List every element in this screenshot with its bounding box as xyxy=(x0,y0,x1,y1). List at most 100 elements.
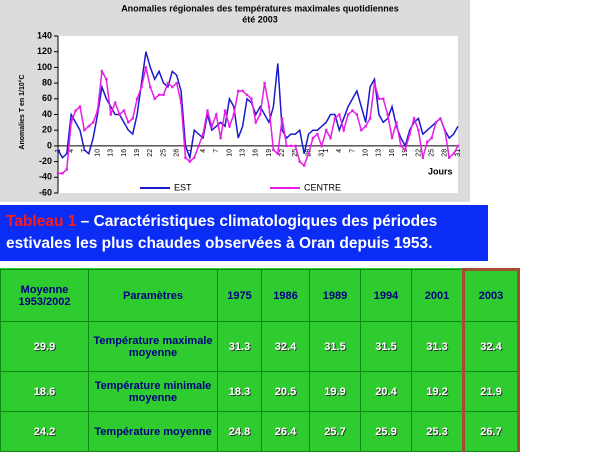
point xyxy=(144,66,148,69)
point xyxy=(399,144,403,148)
x-tick-label: 13 xyxy=(108,149,115,157)
point xyxy=(456,144,460,148)
point xyxy=(360,129,363,132)
chart-subtitle: été 2003 xyxy=(242,14,278,24)
value-cell: 25.9 xyxy=(360,411,412,452)
x-tick-label: 19 xyxy=(134,149,141,157)
y-axis-label: Anomalies T en 1/10°C xyxy=(18,74,26,149)
x-tick-label: 31 xyxy=(455,149,462,157)
caption: Tableau 1 – Caractéristiques climatologi… xyxy=(0,205,488,261)
series-line xyxy=(57,51,459,161)
y-tick-label: -20 xyxy=(39,156,52,166)
value-cell: 24.8 xyxy=(217,411,262,452)
point xyxy=(412,117,416,120)
x-tick-label: 31 xyxy=(319,149,326,157)
x-tick-label: 16 xyxy=(253,149,260,157)
point xyxy=(338,113,341,116)
point xyxy=(421,156,425,159)
point xyxy=(311,136,315,140)
table-row: 24.2 Température moyenne 24.8 26.4 25.7 25.9 2… xyxy=(0,411,520,452)
value-cell: 26.4 xyxy=(261,411,310,452)
y-tick-label: 60 xyxy=(42,93,52,103)
point xyxy=(83,129,86,132)
y-tick-label: -60 xyxy=(39,187,52,197)
point xyxy=(237,89,240,93)
point xyxy=(404,148,407,152)
point xyxy=(426,140,429,144)
x-tick-label: 4 xyxy=(336,149,343,153)
point xyxy=(157,93,161,97)
point xyxy=(452,152,455,155)
x-tick-label: 7 xyxy=(213,149,220,153)
x-tick-label: 13 xyxy=(376,149,383,157)
x-tick-label: 22 xyxy=(279,149,286,157)
table-row: 29.9 Température maximale moyenne 31.3 32.4… xyxy=(0,321,520,372)
point xyxy=(162,93,165,97)
point xyxy=(250,97,253,100)
point xyxy=(91,121,95,124)
value-cell: 18.3 xyxy=(217,371,262,412)
point xyxy=(298,160,301,163)
y-tick-label: 100 xyxy=(37,62,52,72)
point xyxy=(140,85,143,89)
value-cell: 31.3 xyxy=(217,321,262,372)
point xyxy=(232,113,236,116)
x-tick-label: 16 xyxy=(121,149,128,157)
point xyxy=(149,85,152,89)
point xyxy=(215,113,218,116)
point xyxy=(395,121,398,124)
point xyxy=(382,97,385,100)
point xyxy=(223,109,227,112)
point xyxy=(368,117,372,120)
value-cell: 18.6 xyxy=(0,371,89,412)
header-cell: 1975 xyxy=(217,269,262,322)
point xyxy=(329,136,332,140)
x-tick-label: 4 xyxy=(68,149,75,153)
y-tick-label: 20 xyxy=(42,125,52,135)
point xyxy=(69,121,73,124)
point xyxy=(105,77,108,81)
value-cell: 31.5 xyxy=(309,321,361,372)
x-axis-label: Jours xyxy=(428,166,453,176)
x-tick-label: 19 xyxy=(266,149,273,157)
point xyxy=(276,152,279,155)
value-cell: 20.5 xyxy=(261,371,310,412)
point xyxy=(316,132,319,136)
point xyxy=(272,148,275,152)
value-cell: 31.5 xyxy=(360,321,412,372)
point xyxy=(188,160,192,163)
point xyxy=(153,97,156,100)
x-tick-label: 4 xyxy=(200,149,207,153)
parameter-cell: Température minimale moyenne xyxy=(88,371,218,412)
point xyxy=(258,113,262,116)
x-tick-label: 19 xyxy=(402,149,409,157)
point xyxy=(254,121,258,124)
point xyxy=(377,97,381,100)
caption-text: – Caractéristiques climatologiques des p… xyxy=(6,213,438,252)
x-tick-label: 7 xyxy=(349,149,356,153)
series-line xyxy=(58,67,459,175)
point xyxy=(434,121,438,124)
point xyxy=(179,101,183,104)
value-cell: 20.4 xyxy=(360,371,412,412)
point xyxy=(56,172,60,175)
y-tick-label: -40 xyxy=(39,172,52,182)
point xyxy=(355,113,359,116)
point xyxy=(333,117,337,120)
point xyxy=(373,81,376,85)
point xyxy=(96,109,99,112)
point xyxy=(166,81,170,85)
point xyxy=(285,144,288,148)
chart-title: Anomalies régionales des températures ma… xyxy=(121,3,399,13)
point xyxy=(289,144,293,148)
value-cell: 25.3 xyxy=(411,411,464,452)
x-tick-label: 1 xyxy=(323,149,330,153)
point xyxy=(175,81,178,85)
parameter-cell: Température maximale moyenne xyxy=(88,321,218,372)
value-cell: 32.4 xyxy=(462,321,520,372)
point xyxy=(184,156,187,159)
point xyxy=(109,113,112,116)
point xyxy=(131,117,134,120)
point xyxy=(87,125,90,128)
